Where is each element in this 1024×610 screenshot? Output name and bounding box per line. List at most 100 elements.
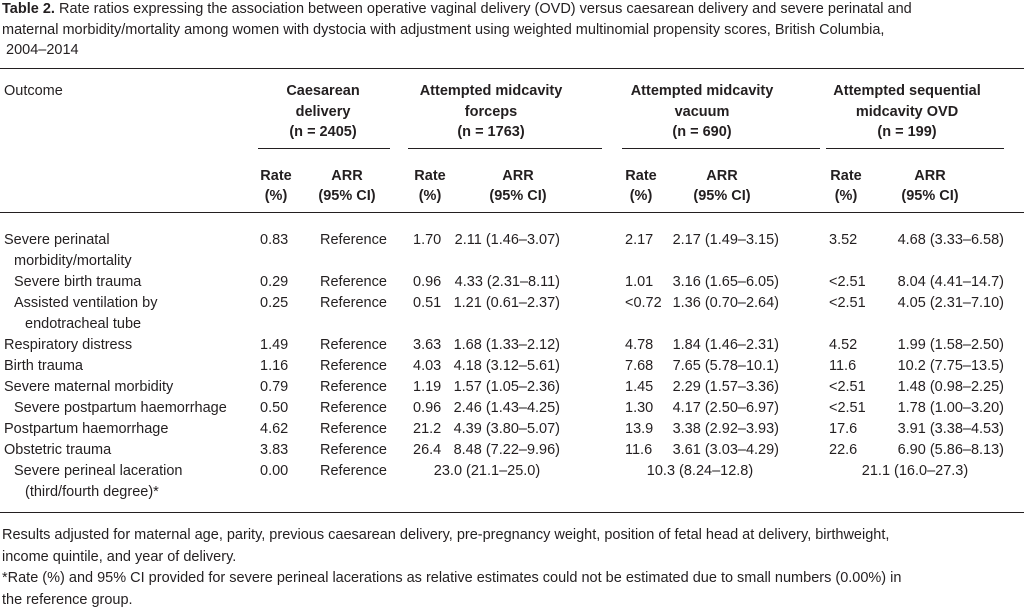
row-label: Severe maternal morbidity — [4, 379, 174, 395]
group-header: Attempted midcavity — [419, 83, 563, 99]
footnote: Results adjusted for maternal age, parit… — [2, 527, 890, 543]
group-n: (n = 690) — [672, 124, 732, 140]
cell: 0.96 — [413, 400, 442, 416]
cell: 4.52 — [829, 337, 858, 353]
rule — [0, 68, 1024, 69]
cell: 2.17 (1.49–3.15) — [672, 232, 779, 248]
cell: 0.00 — [260, 463, 289, 479]
cell: 4.05 (2.31–7.10) — [897, 295, 1004, 311]
cell: 3.83 — [260, 442, 289, 458]
cell: 7.65 (5.78–10.1) — [672, 358, 779, 374]
cell: Reference — [320, 274, 387, 290]
cell: <2.51 — [829, 400, 866, 416]
cell: 4.18 (3.12–5.61) — [453, 358, 560, 374]
cell: 4.17 (2.50–6.97) — [672, 400, 779, 416]
cell: 21.1 (16.0–27.3) — [861, 463, 969, 479]
cell: 3.91 (3.38–4.53) — [897, 421, 1004, 437]
cell: 1.68 (1.33–2.12) — [453, 337, 560, 353]
cell: Reference — [320, 379, 387, 395]
cell: Reference — [320, 463, 387, 479]
column-header: (95% CI) — [489, 188, 547, 204]
footnote: the reference group. — [2, 591, 133, 608]
rule — [408, 148, 602, 149]
group-header: forceps — [464, 103, 518, 120]
column-header: ARR — [502, 168, 534, 184]
cell: 10.2 (7.75–13.5) — [897, 358, 1004, 374]
cell: 1.57 (1.05–2.36) — [453, 379, 560, 395]
cell: 3.63 — [413, 337, 442, 353]
cell: Reference — [320, 358, 387, 374]
cell: 6.90 (5.86–8.13) — [897, 442, 1004, 458]
footnote: *Rate (%) and 95% CI provided for severe… — [2, 570, 902, 586]
group-n: (n = 2405) — [289, 124, 357, 140]
cell: 1.99 (1.58–2.50) — [897, 337, 1004, 353]
cell: 11.6 — [625, 442, 653, 458]
cell: 2.17 — [625, 232, 654, 248]
column-header: Outcome — [4, 83, 63, 99]
caption-label: Table 2. — [2, 1, 55, 17]
cell: 2.46 (1.43–4.25) — [453, 400, 560, 416]
row-label: (third/fourth degree)* — [25, 484, 159, 500]
cell: 1.49 — [260, 337, 289, 353]
cell: 26.4 — [413, 442, 442, 458]
rule — [622, 148, 820, 149]
cell: 0.96 — [413, 274, 442, 290]
cell: Reference — [320, 421, 387, 437]
group-header: delivery — [295, 103, 351, 120]
cell: 1.48 (0.98–2.25) — [897, 379, 1004, 395]
column-header: (%) — [629, 188, 653, 204]
row-label: Severe birth trauma — [14, 274, 142, 290]
group-n: (n = 1763) — [457, 124, 525, 140]
row-label: Birth trauma — [4, 358, 83, 374]
cell: 0.79 — [260, 379, 289, 395]
column-header: ARR — [331, 168, 363, 184]
cell: 0.50 — [260, 400, 289, 416]
group-header: Attempted sequential — [833, 83, 981, 99]
cell: Reference — [320, 442, 387, 458]
column-header: (%) — [264, 188, 288, 204]
cell: 7.68 — [625, 358, 654, 374]
column-header: Rate — [260, 168, 292, 184]
cell: 0.29 — [260, 274, 289, 290]
cell: 0.51 — [413, 295, 442, 311]
caption-text: maternal morbidity/mortality among women… — [2, 21, 885, 38]
group-header: Caesarean — [286, 83, 360, 99]
cell: 8.48 (7.22–9.96) — [453, 442, 560, 458]
cell: 3.16 (1.65–6.05) — [672, 274, 779, 290]
row-label: morbidity/mortality — [14, 253, 132, 269]
column-header: (95% CI) — [693, 188, 751, 204]
cell: 1.19 — [413, 379, 442, 395]
cell: Reference — [320, 400, 387, 416]
group-header: vacuum — [674, 103, 730, 120]
column-header: Rate — [625, 168, 657, 184]
cell: 0.83 — [260, 232, 289, 248]
cell: 1.78 (1.00–3.20) — [897, 400, 1004, 416]
cell: 1.36 (0.70–2.64) — [672, 295, 779, 311]
group-n: (n = 199) — [877, 124, 937, 140]
cell: 0.25 — [260, 295, 289, 311]
cell: Reference — [320, 337, 387, 353]
column-header: ARR — [706, 168, 738, 184]
cell: 2.11 (1.46–3.07) — [454, 232, 560, 248]
cell: 21.2 — [413, 421, 442, 437]
rule — [0, 512, 1024, 513]
footnote: income quintile, and year of delivery. — [2, 548, 237, 565]
cell: 1.16 — [260, 358, 289, 374]
row-label: Severe perinatal — [4, 232, 110, 248]
cell: 3.38 (2.92–3.93) — [672, 421, 779, 437]
cell: <0.72 — [625, 295, 662, 311]
cell: 4.33 (2.31–8.11) — [454, 274, 560, 290]
column-header: (95% CI) — [901, 188, 959, 204]
row-label: Severe perineal laceration — [14, 463, 183, 479]
cell: 4.78 — [625, 337, 654, 353]
row-label: Respiratory distress — [4, 337, 133, 353]
row-label: Obstetric trauma — [4, 442, 112, 458]
cell: 1.30 — [625, 400, 654, 416]
cell: 1.70 — [413, 232, 442, 248]
cell: 10.3 (8.24–12.8) — [646, 463, 754, 479]
cell: <2.51 — [829, 295, 866, 311]
row-label: endotracheal tube — [25, 316, 142, 332]
cell: Reference — [320, 295, 387, 311]
column-header: Rate — [830, 168, 862, 184]
